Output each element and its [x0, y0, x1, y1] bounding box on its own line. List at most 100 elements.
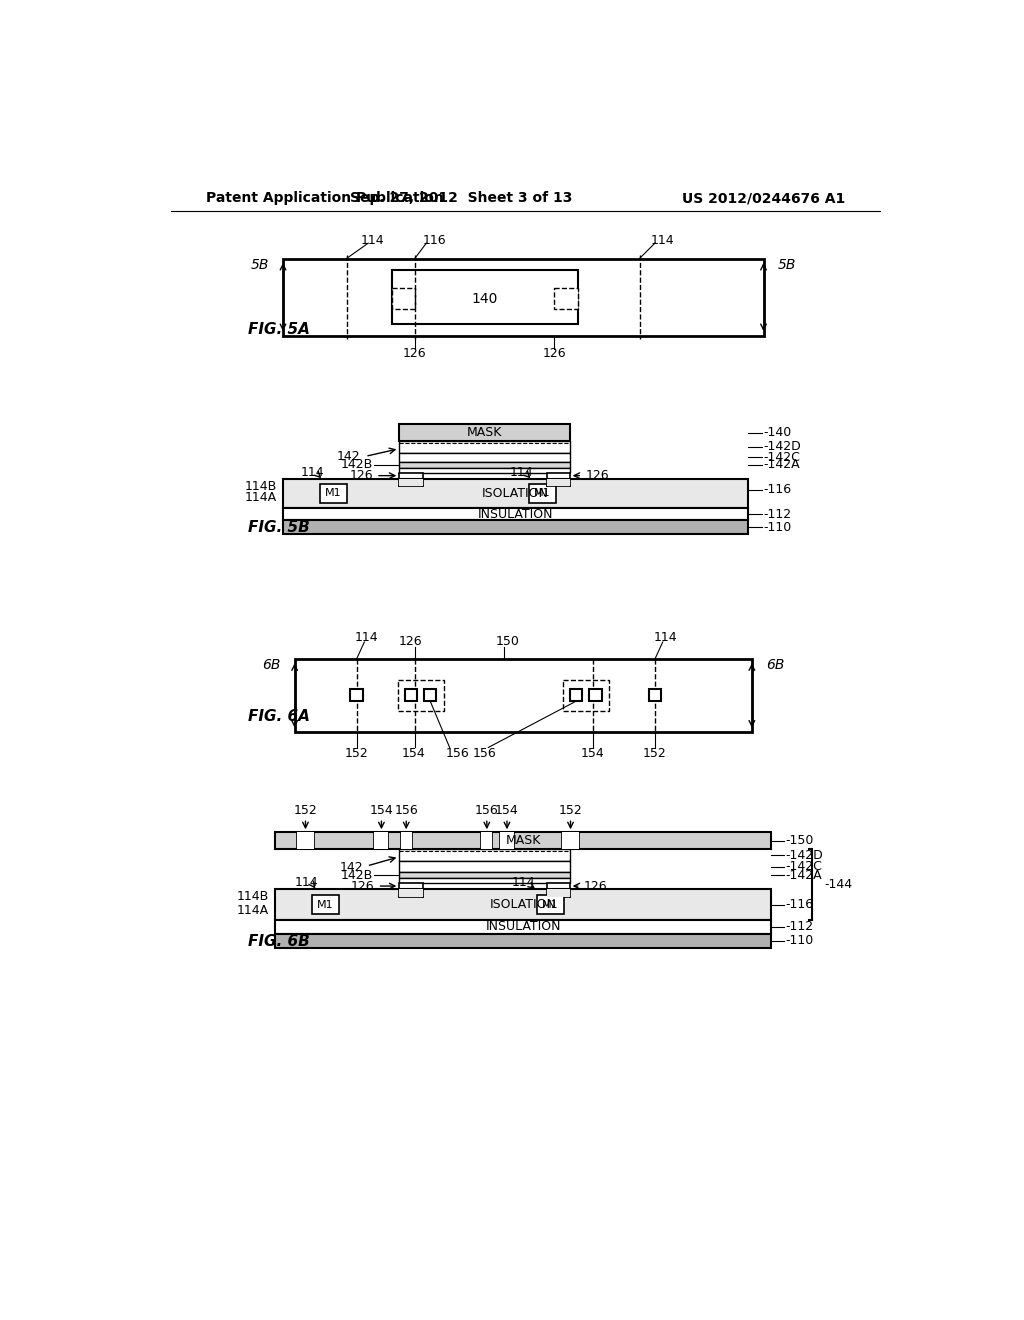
Bar	[399, 469, 569, 473]
Text: Patent Application Publication: Patent Application Publication	[206, 191, 443, 206]
Bar	[275, 890, 771, 920]
Text: FIG. 5B: FIG. 5B	[248, 520, 310, 536]
Text: -142D: -142D	[785, 849, 823, 862]
Bar	[424, 689, 436, 701]
Text: M1: M1	[542, 899, 559, 909]
Text: 126: 126	[351, 879, 375, 892]
Text: 126: 126	[543, 347, 566, 360]
Text: -144: -144	[824, 878, 852, 891]
Bar	[295, 659, 752, 733]
Text: ISOLATION: ISOLATION	[489, 898, 557, 911]
Bar	[399, 878, 569, 883]
Text: -116: -116	[764, 483, 792, 496]
Text: M1: M1	[535, 488, 551, 499]
Text: 154: 154	[495, 804, 519, 817]
Text: -142D: -142D	[764, 441, 801, 453]
Bar	[399, 849, 569, 862]
Text: 150: 150	[496, 635, 520, 648]
Text: US 2012/0244676 A1: US 2012/0244676 A1	[682, 191, 845, 206]
Text: 114: 114	[653, 631, 677, 644]
Text: 154: 154	[582, 747, 605, 760]
Bar	[283, 508, 748, 520]
Text: 156: 156	[475, 804, 499, 817]
Bar	[399, 873, 569, 878]
Text: 156: 156	[394, 804, 418, 817]
Text: 114A: 114A	[237, 904, 269, 917]
Bar	[554, 288, 578, 309]
Bar	[547, 883, 569, 890]
Text: -140: -140	[764, 426, 792, 440]
Bar	[283, 259, 764, 335]
Bar	[399, 862, 569, 873]
Bar	[529, 484, 556, 503]
Bar	[404, 689, 417, 701]
Text: 114: 114	[301, 466, 325, 479]
Bar	[538, 895, 563, 913]
Text: 140: 140	[471, 292, 498, 305]
Bar	[312, 895, 339, 913]
Text: 5B: 5B	[777, 257, 796, 272]
Text: 114A: 114A	[245, 491, 276, 504]
Text: -142A: -142A	[785, 869, 822, 882]
Text: MASK: MASK	[506, 834, 541, 847]
Text: MASK: MASK	[467, 426, 502, 440]
Text: FIG. 5A: FIG. 5A	[248, 322, 310, 337]
Text: 152: 152	[643, 747, 667, 760]
Text: 152: 152	[345, 747, 369, 760]
Text: 114: 114	[511, 876, 536, 890]
Bar	[547, 473, 569, 479]
Bar	[547, 479, 569, 487]
Text: -150: -150	[785, 834, 814, 847]
Text: 154: 154	[370, 804, 393, 817]
Bar	[589, 689, 601, 701]
Bar	[399, 441, 569, 453]
Text: 156: 156	[473, 747, 497, 760]
Text: 126: 126	[586, 469, 609, 482]
Text: INSULATION: INSULATION	[485, 920, 561, 933]
Bar	[500, 832, 514, 849]
Bar	[350, 689, 362, 701]
Text: 114: 114	[295, 876, 318, 890]
Bar	[275, 832, 771, 849]
Text: INSULATION: INSULATION	[478, 508, 553, 520]
Bar	[391, 271, 578, 323]
Text: -142C: -142C	[764, 450, 801, 463]
Text: -116: -116	[785, 898, 813, 911]
Bar	[399, 453, 569, 462]
Bar	[400, 832, 412, 849]
Bar	[397, 681, 444, 711]
Text: 126: 126	[402, 347, 427, 360]
Bar	[297, 832, 314, 849]
Bar	[375, 832, 388, 849]
Text: Sep. 27, 2012  Sheet 3 of 13: Sep. 27, 2012 Sheet 3 of 13	[350, 191, 572, 206]
Bar	[283, 520, 748, 535]
Text: 152: 152	[559, 804, 583, 817]
Text: M1: M1	[325, 488, 342, 499]
Text: -110: -110	[785, 935, 813, 948]
Text: 114B: 114B	[237, 890, 269, 903]
Text: -142A: -142A	[764, 458, 800, 471]
Text: 126: 126	[584, 879, 607, 892]
Bar	[481, 832, 493, 849]
Text: 142: 142	[337, 450, 360, 463]
Bar	[275, 933, 771, 948]
Bar	[649, 689, 662, 701]
Bar	[563, 681, 609, 711]
Bar	[569, 689, 583, 701]
Text: 114: 114	[651, 234, 675, 247]
Text: ISOLATION: ISOLATION	[482, 487, 549, 500]
Text: 142: 142	[340, 861, 364, 874]
Text: -142C: -142C	[785, 861, 822, 874]
Text: 126: 126	[349, 469, 373, 482]
Bar	[547, 890, 569, 896]
Text: 114B: 114B	[245, 480, 276, 492]
Text: 6B: 6B	[262, 659, 281, 672]
Bar	[562, 832, 579, 849]
Text: -112: -112	[764, 508, 792, 520]
Bar	[399, 479, 423, 487]
Text: M1: M1	[317, 899, 334, 909]
Bar	[283, 479, 748, 508]
Text: -110: -110	[764, 520, 792, 533]
Text: 142B: 142B	[341, 458, 373, 471]
Text: 126: 126	[399, 635, 423, 648]
